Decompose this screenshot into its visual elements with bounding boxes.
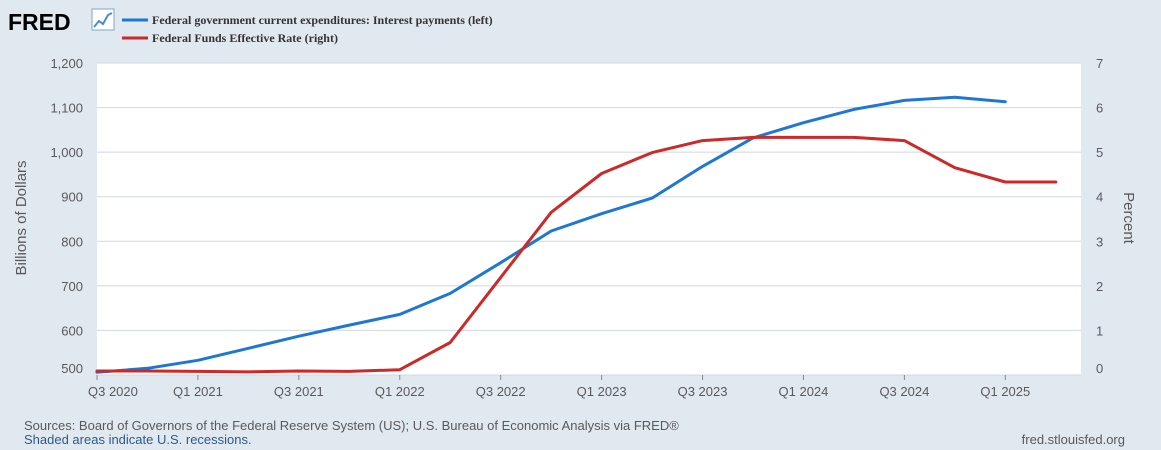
x-tick-label: Q1 2024 [779, 384, 829, 399]
y-left-tick-label: 1,000 [50, 145, 83, 160]
x-axis: Q3 2020 Q1 2021 Q3 2021 Q1 2022 Q3 2022 Q1 20… [88, 375, 1030, 399]
y-left-tick-label: 1,200 [50, 56, 83, 71]
y-left-tick-label: 1,100 [50, 101, 83, 116]
line-chart-icon [91, 8, 115, 31]
legend: Federal government current expenditures:… [122, 13, 493, 45]
x-tick-label: Q1 2025 [980, 384, 1030, 399]
y-right-axis-title: Percent [1120, 192, 1137, 245]
x-tick-label: Q3 2022 [476, 384, 526, 399]
y-right-tick-label: 6 [1096, 101, 1103, 116]
y-right-tick-label: 7 [1096, 56, 1103, 71]
x-tick-label: Q3 2020 [88, 384, 138, 399]
y-left-tick-label: 800 [61, 234, 83, 249]
fed-funds-rate-line[interactable] [95, 135, 1058, 374]
y-right-tick-label: 0 [1096, 361, 1103, 376]
x-tick-label: Q3 2021 [274, 384, 324, 399]
y-left-tick-label: 500 [61, 361, 83, 376]
recessions-note[interactable]: Shaded areas indicate U.S. recessions. [24, 432, 252, 447]
fred-logo-text: FRED [8, 9, 71, 35]
sources-note: Sources: Board of Governors of the Feder… [24, 418, 679, 433]
y-left-tick-label: 900 [61, 190, 83, 205]
y-left-axis-title: Billions of Dollars [13, 160, 30, 275]
y-right-tick-label: 5 [1096, 145, 1103, 160]
y-right-tick-label: 1 [1096, 323, 1103, 338]
y-right-tick-label: 3 [1096, 234, 1103, 249]
y-left-tick-label: 600 [61, 323, 83, 338]
interest-payments-line[interactable] [95, 95, 1007, 374]
grid [97, 62, 1081, 376]
x-tick-label: Q3 2024 [879, 384, 929, 399]
site-link[interactable]: fred.stlouisfed.org [1021, 432, 1125, 447]
x-tick-label: Q3 2023 [678, 384, 728, 399]
legend-label-interest[interactable]: Federal government current expenditures:… [152, 13, 493, 27]
x-tick-label: Q1 2022 [375, 384, 425, 399]
y-left-axis: 500 600 700 800 900 1,000 1,100 1,200 [50, 56, 83, 376]
fred-logo[interactable]: FRED [8, 8, 115, 35]
series-lines [95, 95, 1058, 374]
y-right-tick-label: 2 [1096, 279, 1103, 294]
legend-label-fedfunds[interactable]: Federal Funds Effective Rate (right) [152, 31, 338, 45]
x-tick-label: Q1 2021 [173, 384, 223, 399]
y-right-axis: 0 1 2 3 4 5 6 7 [1096, 56, 1103, 376]
x-tick-label: Q1 2023 [577, 384, 627, 399]
y-left-tick-label: 700 [61, 279, 83, 294]
y-right-tick-label: 4 [1096, 190, 1103, 205]
